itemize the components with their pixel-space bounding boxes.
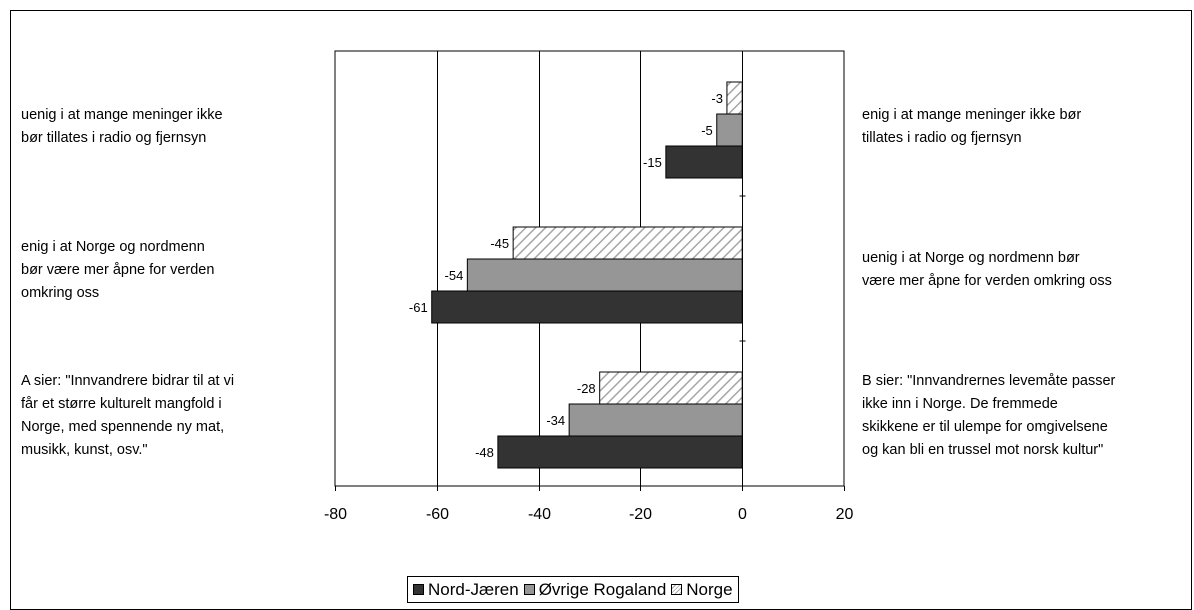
x-tick-label: -40	[528, 506, 551, 523]
legend-item-norge: Norge	[671, 579, 733, 600]
right-label-2: uenig i at Norge og nordmenn bør være me…	[862, 250, 1112, 289]
legend-item-nord-jaeren: Nord-Jæren	[413, 580, 519, 600]
data-label: -3	[711, 91, 723, 106]
legend-swatch-nord-jaeren	[413, 584, 424, 595]
data-label: -34	[546, 413, 565, 428]
bar	[599, 371, 743, 405]
bar	[497, 435, 743, 469]
plot-area	[334, 50, 845, 487]
legend-label-ovrige-rogaland: Øvrige Rogaland	[538, 579, 667, 599]
right-label-1: enig i at mange meninger ikke bør tillat…	[862, 107, 1082, 146]
legend-swatch-norge	[671, 584, 683, 595]
bar	[716, 113, 743, 147]
x-tick-label: 20	[836, 506, 854, 523]
x-tick-label: -80	[324, 506, 347, 523]
legend-label-norge: Norge	[686, 579, 733, 599]
legend-label-nord-jaeren: Nord-Jæren	[428, 579, 519, 599]
left-label-3: A sier: "Innvandrere bidrar til at vi få…	[21, 373, 235, 458]
bar	[512, 226, 743, 260]
bar	[431, 290, 743, 324]
data-label: -5	[701, 123, 713, 138]
data-label: -48	[475, 445, 494, 460]
left-label-2: enig i at Norge og nordmenn bør være mer…	[21, 239, 215, 301]
data-label: -15	[643, 155, 662, 170]
bar	[568, 403, 743, 437]
x-tick-label: -20	[629, 506, 652, 523]
data-label: -54	[445, 268, 464, 283]
x-tick-label: 0	[738, 506, 747, 523]
right-label-3: B sier: "Innvandrernes levemåte passer i…	[862, 373, 1116, 458]
data-label: -61	[409, 300, 428, 315]
bar	[665, 145, 743, 179]
legend-swatch-ovrige-rogaland	[523, 584, 535, 595]
data-label: -45	[490, 236, 509, 251]
x-tick-label: -60	[426, 506, 449, 523]
left-label-1: uenig i at mange meninger ikke bør tilla…	[21, 107, 223, 146]
bar	[726, 81, 743, 115]
bar	[466, 258, 743, 292]
legend: Nord-Jæren Øvrige Rogaland Norge	[407, 576, 739, 603]
data-label: -28	[577, 381, 596, 396]
legend-item-ovrige-rogaland: Øvrige Rogaland	[523, 579, 667, 600]
